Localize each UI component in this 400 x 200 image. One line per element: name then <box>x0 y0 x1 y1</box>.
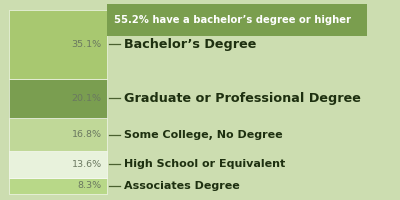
Text: 13.6%: 13.6% <box>72 160 102 169</box>
Text: 20.1%: 20.1% <box>72 94 102 103</box>
Bar <box>107 4 368 36</box>
Text: 35.1%: 35.1% <box>72 40 102 49</box>
Text: Graduate or Professional Degree: Graduate or Professional Degree <box>124 92 360 105</box>
Text: 55.2% have a bachelor’s degree or higher: 55.2% have a bachelor’s degree or higher <box>114 15 352 25</box>
Text: High School or Equivalent: High School or Equivalent <box>124 159 285 169</box>
Bar <box>9 151 107 178</box>
Text: Some College, No Degree: Some College, No Degree <box>124 130 282 140</box>
Bar <box>9 178 107 194</box>
Bar <box>9 10 107 79</box>
Text: 8.3%: 8.3% <box>78 181 102 190</box>
Bar <box>9 118 107 151</box>
Text: Associates Degree: Associates Degree <box>124 181 240 191</box>
Bar <box>9 79 107 118</box>
Text: 16.8%: 16.8% <box>72 130 102 139</box>
Text: Bachelor’s Degree: Bachelor’s Degree <box>124 38 256 51</box>
